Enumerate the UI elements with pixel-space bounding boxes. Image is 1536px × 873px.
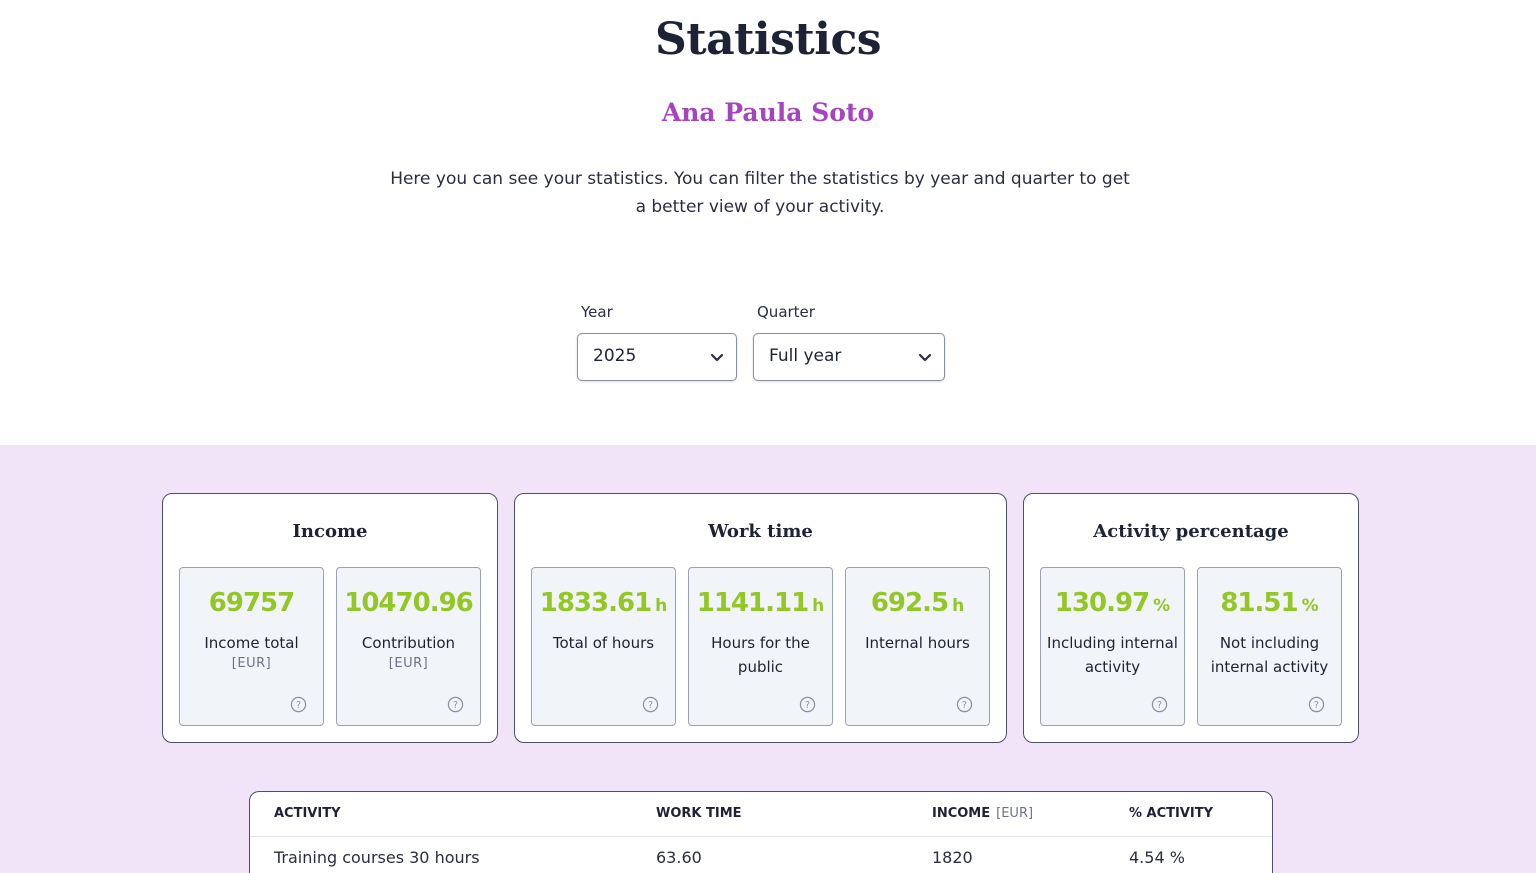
cell-work-time: 63.60	[656, 848, 702, 867]
public-hours-label: Hours for the public	[711, 634, 810, 676]
quarter-select-value: Full year	[769, 346, 842, 366]
svg-text:?: ?	[805, 700, 810, 711]
public-hours-card: 1141.11 h Hours for the public ?	[688, 567, 833, 726]
cell-income: 1820	[932, 848, 973, 867]
year-select-value: 2025	[593, 346, 637, 366]
chevron-down-icon	[918, 353, 932, 362]
including-internal-value: 130.97%	[1054, 588, 1171, 618]
cell-activity: Training courses 30 hours	[274, 848, 480, 867]
svg-text:?: ?	[453, 700, 458, 711]
help-icon[interactable]: ?	[642, 696, 659, 713]
year-select[interactable]: 2025	[577, 333, 737, 381]
quarter-label: Quarter	[757, 303, 815, 321]
svg-text:?: ?	[1314, 700, 1319, 711]
help-icon[interactable]: ?	[1151, 696, 1168, 713]
chevron-down-icon	[710, 353, 724, 362]
internal-hours-label: Internal hours	[865, 634, 970, 652]
help-icon[interactable]: ?	[956, 696, 973, 713]
contribution-label: Contribution	[361, 634, 456, 652]
internal-hours-value: 692.5 h	[870, 588, 965, 618]
year-label: Year	[581, 303, 613, 321]
intro-text: Here you can see your statistics. You ca…	[390, 169, 1130, 217]
income-total-card: 69757 Income total [EUR] ?	[179, 567, 324, 726]
total-hours-card: 1833.61 h Total of hours ?	[531, 567, 676, 726]
svg-text:?: ?	[1157, 700, 1162, 711]
including-internal-card: 130.97% Including internal activity ?	[1040, 567, 1185, 726]
page-title: Statistics	[654, 14, 882, 65]
help-icon[interactable]: ?	[290, 696, 307, 713]
work-time-title: Work time	[708, 521, 813, 542]
help-icon[interactable]: ?	[1308, 696, 1325, 713]
activity-table: ACTIVITY WORK TIME INCOME [EUR] % ACTIVIT…	[249, 791, 1273, 873]
help-icon[interactable]: ?	[799, 696, 816, 713]
table-divider	[250, 836, 1272, 837]
total-hours-label: Total of hours	[552, 634, 655, 652]
public-hours-value: 1141.11 h	[696, 588, 825, 618]
svg-text:?: ?	[296, 700, 301, 711]
contribution-card: 10470.96 Contribution [EUR] ?	[336, 567, 481, 726]
activity-percentage-group: Activity percentage 130.97% Including in…	[1023, 493, 1359, 743]
work-time-group: Work time 1833.61 h Total of hours ? 1141…	[514, 493, 1007, 743]
header-section: Statistics Ana Paula Soto Here you can s…	[390, 14, 1130, 381]
column-header-work-time[interactable]: WORK TIME	[656, 806, 742, 821]
not-including-internal-value: 81.51%	[1220, 588, 1319, 618]
not-including-internal-label: Not including internal activity	[1210, 634, 1329, 676]
column-header-activity[interactable]: ACTIVITY	[274, 806, 341, 821]
column-header-income[interactable]: INCOME [EUR]	[932, 806, 1034, 821]
contribution-value: 10470.96	[344, 588, 474, 618]
income-total-unit: [EUR]	[231, 656, 272, 671]
income-title: Income	[292, 521, 368, 542]
cell-percent-activity: 4.54 %	[1129, 848, 1185, 867]
not-including-internal-card: 81.51% Not including internal activity ?	[1197, 567, 1342, 726]
activity-percentage-title: Activity percentage	[1093, 521, 1289, 542]
including-internal-label: Including internal activity	[1047, 634, 1178, 676]
help-icon[interactable]: ?	[447, 696, 464, 713]
income-total-value: 69757	[208, 588, 295, 618]
income-group: Income 69757 Income total [EUR] ? 10470.…	[162, 493, 498, 743]
svg-text:?: ?	[962, 700, 967, 711]
quarter-select[interactable]: Full year	[753, 333, 945, 381]
total-hours-value: 1833.61 h	[539, 588, 668, 618]
user-name: Ana Paula Soto	[661, 98, 875, 127]
income-total-label: Income total	[204, 634, 299, 652]
column-header-percent-activity[interactable]: % ACTIVITY	[1129, 806, 1214, 821]
contribution-unit: [EUR]	[388, 656, 429, 671]
internal-hours-card: 692.5 h Internal hours ?	[845, 567, 990, 726]
svg-text:?: ?	[648, 700, 653, 711]
